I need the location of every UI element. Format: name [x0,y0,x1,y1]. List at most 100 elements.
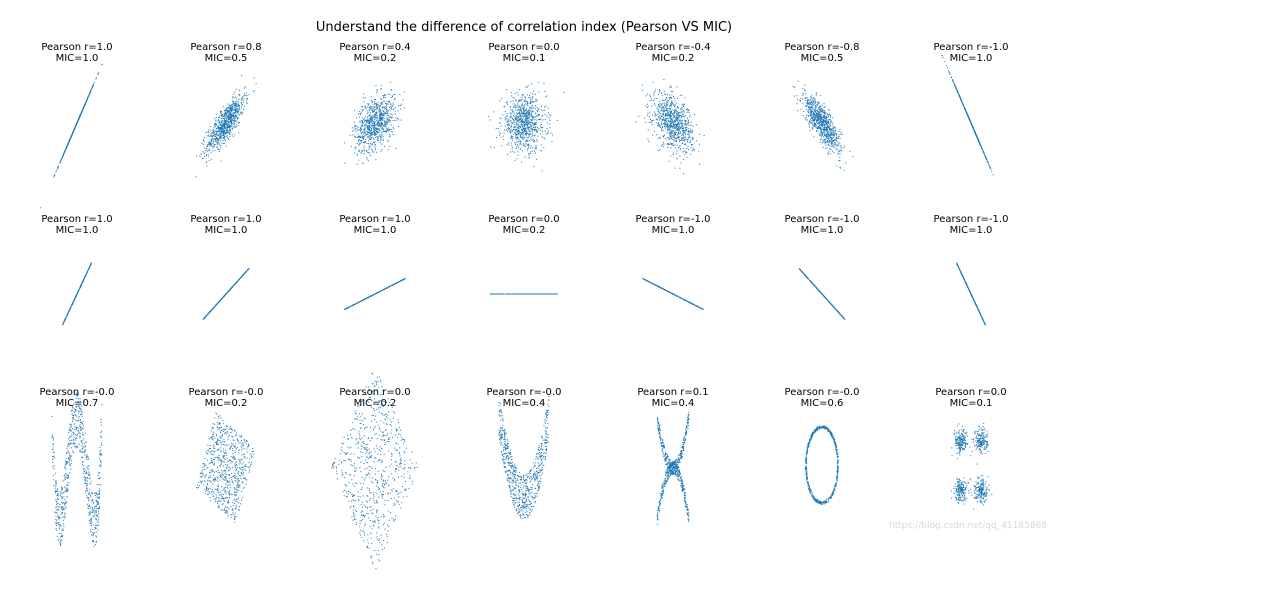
scatter-point-r0-p3-19 [532,130,534,132]
scatter-point-r0-p4-280 [663,142,665,144]
scatter-point-r0-p4-503 [687,117,689,119]
scatter-point-r0-p1-580 [231,105,233,107]
scatter-point-r0-p5-359 [804,90,806,92]
scatter-point-r0-p1-246 [243,108,245,110]
scatter-point-r0-p4-244 [670,131,672,133]
scatter-point-r0-p3-233 [528,113,530,115]
scatter-point-r0-p1-2 [233,112,235,114]
scatter-point-r0-p3-617 [531,136,533,138]
scatter-point-r0-p2-404 [380,88,382,90]
scatter-point-r0-p4-797 [672,130,674,132]
scatter-point-r0-p1-381 [215,124,217,126]
scatter-point-r0-p5-445 [826,124,828,126]
scatter-point-r0-p1-175 [220,117,222,119]
scatter-point-r0-p5-261 [817,131,819,133]
scatter-point-r0-p1-194 [242,96,244,98]
scatter-point-r0-p4-477 [658,110,660,112]
scatter-point-r0-p4-683 [673,116,675,118]
scatter-point-r0-p4-566 [673,136,675,138]
scatter-point-r0-p1-20 [209,148,211,150]
scatter-point-r0-p2-600 [354,146,356,148]
scatter-point-r0-p3-510 [519,148,521,150]
scatter-point-r0-p2-502 [383,97,385,99]
scatter-point-r0-p3-720 [535,100,537,102]
scatter-point-r0-p4-269 [657,119,659,121]
scatter-point-r0-p3-662 [511,144,513,146]
scatter-point-r0-p4-437 [664,123,666,125]
scatter-point-r0-p4-491 [672,154,674,156]
scatter-point-r0-p2-257 [366,137,368,139]
scatter-point-r0-p0-97 [40,207,42,209]
scatter-point-r0-p2-641 [381,125,383,127]
scatter-point-r0-p1-553 [216,141,218,143]
scatter-point-r0-p2-628 [354,125,356,127]
scatter-point-r0-p1-125 [241,111,243,113]
scatter-point-r0-p5-524 [796,95,798,97]
scatter-point-r0-p5-533 [827,125,829,127]
scatter-point-r0-p2-546 [370,121,372,123]
scatter-point-r0-p5-587 [823,139,825,141]
scatter-point-r0-p1-618 [224,132,226,134]
scatter-point-r0-p3-129 [540,105,542,107]
scatter-point-r0-p2-611 [384,122,386,124]
scatter-point-r0-p3-601 [516,136,518,138]
scatter-point-r0-p1-406 [213,145,215,147]
scatter-point-r0-p1-582 [215,141,217,143]
scatter-point-r0-p4-270 [677,128,679,130]
scatter-point-r0-p4-301 [695,124,697,126]
scatter-point-r0-p4-689 [674,105,676,107]
scatter-point-r0-p2-92 [372,114,374,116]
scatter-point-r0-p2-648 [358,144,360,146]
scatter-point-r0-p2-210 [372,151,374,153]
scatter-point-r0-p1-670 [230,114,232,116]
scatter-point-r0-p5-455 [833,126,835,128]
scatter-point-r0-p5-239 [812,102,814,104]
scatter-point-r0-p1-281 [233,93,235,95]
scatter-point-r0-p4-496 [686,156,688,158]
scatter-point-r0-p4-574 [698,151,700,153]
scatter-point-r0-p3-259 [522,120,524,122]
scatter-point-r0-p4-1 [676,112,678,114]
scatter-point-r0-p1-743 [255,83,257,85]
scatter-point-r0-p1-626 [226,124,228,126]
scatter-point-r0-p5-282 [828,136,830,138]
scatter-point-r0-p3-445 [516,128,518,130]
scatter-point-r0-p1-78 [211,140,213,142]
scatter-point-r0-p1-777 [216,123,218,125]
scatter-point-r0-p2-746 [372,125,374,127]
scatter-point-r0-p3-184 [503,132,505,134]
scatter-point-r0-p2-186 [384,146,386,148]
scatter-point-r0-p2-355 [378,111,380,113]
scatter-point-r0-p5-494 [827,126,829,128]
scatter-point-r0-p2-763 [373,123,375,125]
scatter-point-r0-p1-443 [235,115,237,117]
scatter-point-r0-p3-446 [517,94,519,96]
scatter-point-r0-p4-370 [682,111,684,113]
scatter-point-r0-p1-401 [215,135,217,137]
scatter-point-r0-p5-380 [823,131,825,133]
scatter-point-r0-p3-293 [526,94,528,96]
scatter-point-r0-p1-83 [233,103,235,105]
scatter-point-r0-p1-42 [215,137,217,139]
scatter-point-r0-p2-139 [360,152,362,154]
scatter-point-r0-p4-282 [683,132,685,134]
scatter-point-r0-p3-140 [527,102,529,104]
scatter-point-r0-p1-642 [226,132,228,134]
scatter-point-r0-p4-211 [683,138,685,140]
scatter-point-r0-p4-542 [690,146,692,148]
scatter-point-r0-p2-640 [360,140,362,142]
scatter-point-r0-p5-162 [823,107,825,109]
scatter-point-r0-p2-661 [364,139,366,141]
scatter-point-r0-p6-421 [962,104,964,106]
scatter-point-r0-p4-457 [651,105,653,107]
scatter-point-r0-p0-448 [61,157,63,159]
scatter-point-r0-p5-760 [814,113,816,115]
scatter-point-r0-p2-51 [397,126,399,128]
scatter-point-r0-p3-788 [520,119,522,121]
scatter-point-r0-p4-91 [671,101,673,103]
scatter-point-r0-p4-692 [651,120,653,122]
scatter-point-r0-p3-505 [535,112,537,114]
scatter-point-r0-p5-635 [824,138,826,140]
scatter-point-r0-p3-453 [530,151,532,153]
